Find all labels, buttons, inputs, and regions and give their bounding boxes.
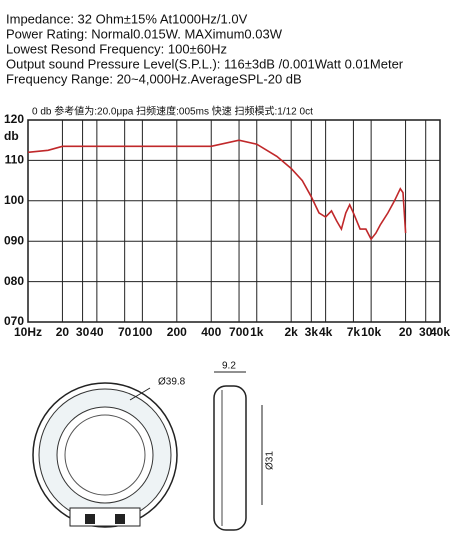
thickness-label: 9.2	[222, 361, 236, 372]
pad	[115, 514, 125, 524]
x-tick-label: 200	[167, 325, 187, 339]
x-tick-label: 40k	[430, 325, 450, 339]
inner-ring	[56, 406, 154, 504]
x-tick-label: 700	[229, 325, 249, 339]
y-tick-label: 100	[4, 193, 24, 207]
x-tick-label: 10Hz	[14, 325, 42, 339]
x-tick-label: 30	[419, 325, 433, 339]
y-tick-label: 090	[4, 233, 24, 247]
spec-line: Lowest Resond Frequency: 100±60Hz	[6, 41, 227, 56]
x-tick-label: 7k	[347, 325, 361, 339]
x-tick-label: 3k	[305, 325, 319, 339]
spec-line: Output sound Pressure Level(S.P.L.): 116…	[6, 56, 404, 71]
x-tick-label: 400	[201, 325, 221, 339]
y-tick-label: 120	[4, 112, 24, 126]
response-curve	[27, 139, 407, 241]
dome	[64, 414, 146, 496]
spec-line: Impedance: 32 Ohm±15% At1000Hz/1.0V	[6, 11, 248, 26]
y-tick-label: 110	[5, 153, 25, 167]
x-tick-label: 10k	[361, 325, 381, 339]
spec-line: Power Rating: Normal0.015W. MAXimum0.03W	[6, 26, 283, 41]
inner-diameter-label: Ø31	[265, 451, 276, 470]
y-tick-label: 070	[4, 314, 24, 328]
x-tick-label: 20	[56, 325, 70, 339]
spec-line: Frequency Range: 20~4,000Hz.AverageSPL-2…	[6, 71, 302, 86]
x-tick-label: 30	[76, 325, 90, 339]
x-tick-label: 20	[399, 325, 413, 339]
x-tick-label: 1k	[250, 325, 264, 339]
plot-frame	[27, 119, 441, 323]
pad	[85, 514, 95, 524]
x-tick-label: 2k	[285, 325, 299, 339]
leader	[129, 387, 151, 401]
side-view	[213, 385, 247, 531]
y-axis-label: db	[4, 129, 19, 143]
x-tick-label: 40	[90, 325, 104, 339]
x-tick-label: 70	[118, 325, 132, 339]
y-tick-label: 080	[4, 274, 24, 288]
x-tick-label: 100	[132, 325, 152, 339]
diameter-label: Ø39.8	[158, 377, 186, 388]
x-tick-label: 4k	[319, 325, 333, 339]
drawing: Ø39.8 9.2 Ø31	[32, 361, 276, 531]
chart-title: 0 db 参考値为:20.0μpa 扫频速度:005ms 快速 扫频模式:1/1…	[32, 105, 313, 118]
terminal	[69, 507, 141, 527]
